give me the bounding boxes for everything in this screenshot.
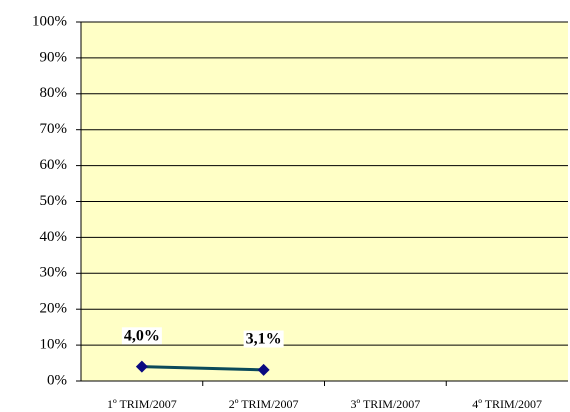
y-tick-label: 70% [40,121,68,137]
y-tick-label: 40% [40,229,68,245]
marker [135,360,148,373]
value-label: 4,0% [124,327,160,344]
value-label-bg [121,327,162,345]
y-tick-label: 50% [40,193,68,209]
value-label-group: 4,0% [121,327,162,345]
x-tick-label: 4º TRIM/2007 [472,397,542,411]
y-tick-label: 100% [32,13,67,29]
value-label-group: 3,1% [243,330,284,348]
value-label-bg [243,330,284,348]
x-tick-label: 1º TRIM/2007 [107,397,177,411]
y-tick-label: 10% [40,337,68,353]
value-label: 3,1% [246,331,282,348]
y-tick-label: 20% [40,301,68,317]
y-tick-label: 30% [40,265,68,281]
y-tick-label: 90% [40,49,68,65]
y-tick-label: 0% [47,372,67,388]
marker [257,363,270,376]
y-tick-label: 80% [40,85,68,101]
x-tick-label: 3º TRIM/2007 [350,397,420,411]
series-line [141,365,264,372]
y-tick-label: 60% [40,157,68,173]
x-tick-label: 2º TRIM/2007 [229,397,299,411]
